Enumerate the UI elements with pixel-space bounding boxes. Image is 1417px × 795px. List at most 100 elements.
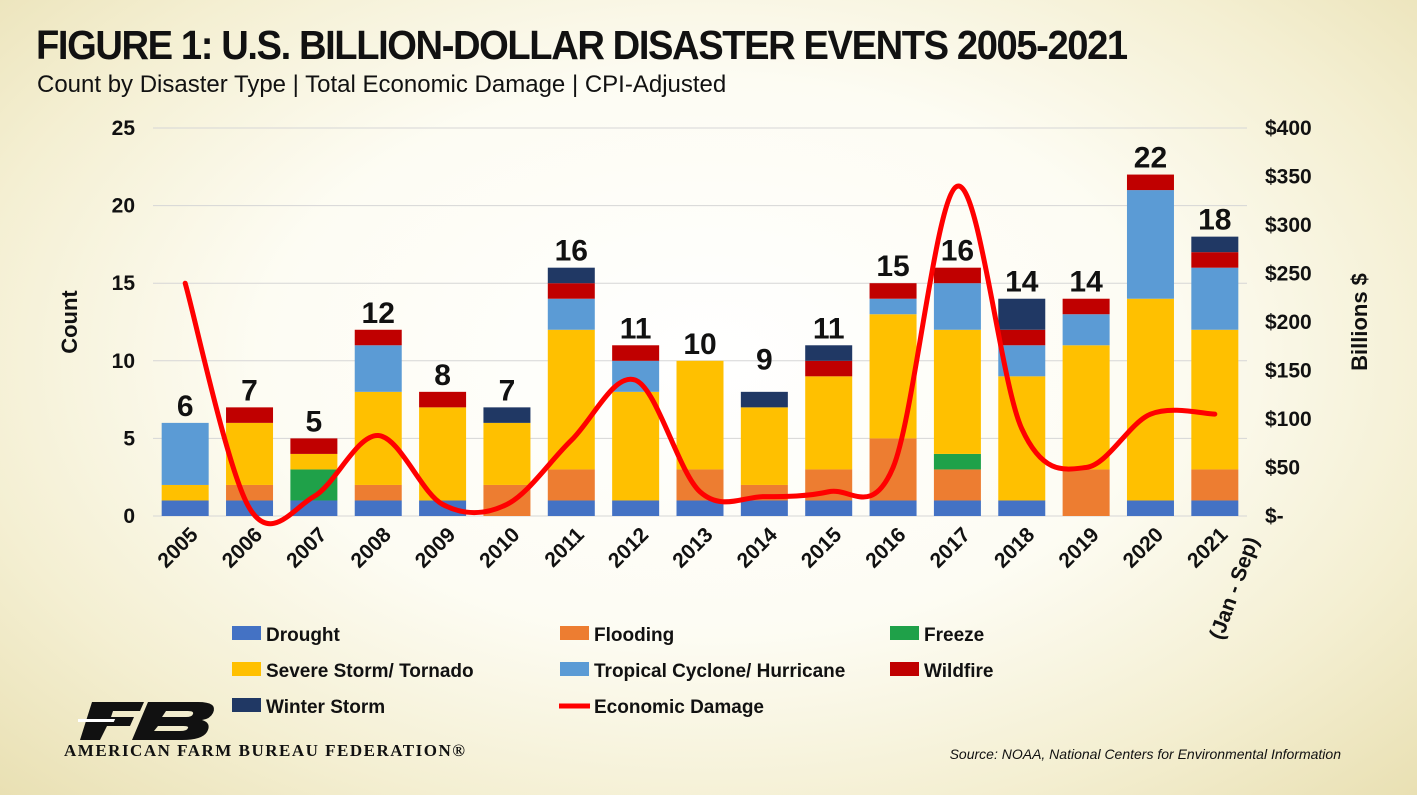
total-label-2007: 5 xyxy=(306,405,323,438)
stacked-bars xyxy=(161,174,1239,516)
bar-2016-drought xyxy=(869,500,917,516)
bar-2016-severe-storm-tornado xyxy=(869,314,917,439)
legend-label-severe-storm-tornado: Severe Storm/ Tornado xyxy=(266,661,474,682)
total-label-2020: 22 xyxy=(1134,142,1167,175)
right-y-axis: $- $50 $100 $150 $200 $250 $300 $350 $400 Billion… xyxy=(1265,117,1372,528)
y2-tick-label-200: $200 xyxy=(1265,311,1312,334)
economic-damage-line xyxy=(182,183,1218,527)
x-tick-label-2017: 2017 xyxy=(926,523,975,572)
total-label-2008: 12 xyxy=(362,297,395,330)
bar-2012-drought xyxy=(612,500,660,516)
total-label-2019: 14 xyxy=(1069,266,1103,299)
bar-2011-winter-storm xyxy=(547,267,595,284)
legend-label-drought: Drought xyxy=(266,625,341,646)
bar-2021-wildfire xyxy=(1191,252,1239,268)
bar-2008-drought xyxy=(354,500,402,516)
bar-2015-wildfire xyxy=(805,360,853,377)
bar-2014-winter-storm xyxy=(740,391,788,408)
source-note: Source: NOAA, National Centers for Envir… xyxy=(949,746,1341,762)
x-tick-label-2016: 2016 xyxy=(861,523,910,572)
legend-swatch-flooding xyxy=(560,626,589,640)
total-label-2010: 7 xyxy=(499,374,516,407)
total-label-2016: 15 xyxy=(876,250,909,283)
bar-2015-drought xyxy=(805,500,853,516)
total-label-2018: 14 xyxy=(1005,266,1039,299)
bar-2018-severe-storm-tornado xyxy=(998,376,1046,501)
y-tick-label-10: 10 xyxy=(112,350,135,373)
legend-item-freeze: Freeze xyxy=(890,625,984,646)
bar-2006-severe-storm-tornado xyxy=(226,422,274,485)
total-label-2014: 9 xyxy=(756,343,773,376)
x-tick-label-2014: 2014 xyxy=(733,523,783,573)
bar-2008-flooding xyxy=(354,484,402,501)
total-label-2006: 7 xyxy=(241,374,258,407)
bar-2017-drought xyxy=(933,500,981,516)
bar-2019-flooding xyxy=(1062,469,1110,516)
x-tick-label-2015: 2015 xyxy=(797,523,847,573)
bar-2019-tropical-cyclone-hurricane xyxy=(1062,314,1110,346)
bar-2010-severe-storm-tornado xyxy=(483,422,531,485)
legend-label-tropical-cyclone-hurricane: Tropical Cyclone/ Hurricane xyxy=(594,661,845,682)
bar-2021-flooding xyxy=(1191,469,1239,501)
x-tick-label-2011: 2011 xyxy=(540,523,589,572)
bar-2012-severe-storm-tornado xyxy=(612,391,660,501)
legend-label-flooding: Flooding xyxy=(594,625,674,646)
bar-2008-tropical-cyclone-hurricane xyxy=(354,345,402,392)
total-label-2009: 8 xyxy=(434,359,451,392)
y2-tick-label-150: $150 xyxy=(1265,360,1312,383)
total-label-2021: 18 xyxy=(1198,204,1231,237)
legend-swatch-winter-storm xyxy=(232,698,261,712)
y2-tick-label-250: $250 xyxy=(1265,263,1312,286)
legend-label-economic-damage: Economic Damage xyxy=(594,697,764,718)
logo-text: AMERICAN FARM BUREAU FEDERATION® xyxy=(64,741,467,760)
bar-2017-wildfire xyxy=(933,267,981,284)
total-label-2012: 11 xyxy=(620,312,652,345)
bar-2008-wildfire xyxy=(354,329,402,346)
bar-2010-winter-storm xyxy=(483,407,531,423)
y2-tick-label-0: $- xyxy=(1265,505,1284,528)
x-tick-label-2009: 2009 xyxy=(411,523,460,572)
x-tick-label-2005: 2005 xyxy=(153,523,203,573)
legend: Drought Flooding Freeze Severe Storm/ Torna… xyxy=(232,625,994,718)
bar-2005-drought xyxy=(161,500,209,516)
bar-2019-severe-storm-tornado xyxy=(1062,345,1110,470)
legend-label-freeze: Freeze xyxy=(924,625,984,646)
bar-2006-wildfire xyxy=(226,407,274,423)
bar-2018-drought xyxy=(998,500,1046,516)
legend-item-severe-storm-tornado: Severe Storm/ Tornado xyxy=(232,661,474,682)
legend-swatch-severe-storm-tornado xyxy=(232,662,261,676)
legend-item-drought: Drought xyxy=(232,625,341,646)
bar-2013-drought xyxy=(676,500,724,516)
x-tick-label-2013: 2013 xyxy=(668,523,717,572)
bar-2020-drought xyxy=(1126,500,1174,516)
x-tick-label-2012: 2012 xyxy=(604,523,653,572)
y2-tick-label-350: $350 xyxy=(1265,166,1312,189)
bar-2007-wildfire xyxy=(290,438,338,454)
bar-total-labels: 6 7 5 12 8 7 16 11 10 9 11 15 16 14 14 22 18 xyxy=(177,142,1232,439)
x-tick-label-2008: 2008 xyxy=(346,523,396,573)
bar-2018-wildfire xyxy=(998,329,1046,346)
bar-2005-severe-storm-tornado xyxy=(161,484,209,501)
y-tick-label-0: 0 xyxy=(123,505,135,528)
legend-swatch-drought xyxy=(232,626,261,640)
bar-2009-wildfire xyxy=(419,391,467,408)
bar-2016-wildfire xyxy=(869,283,917,299)
bar-2009-severe-storm-tornado xyxy=(419,407,467,501)
bar-2011-drought xyxy=(547,500,595,516)
y2-tick-label-50: $50 xyxy=(1265,457,1300,480)
page-title: FIGURE 1: U.S. BILLION-DOLLAR DISASTER E… xyxy=(36,22,1128,68)
x-tick-label-2006: 2006 xyxy=(218,523,267,572)
legend-item-tropical-cyclone-hurricane: Tropical Cyclone/ Hurricane xyxy=(560,661,845,682)
bar-2016-tropical-cyclone-hurricane xyxy=(869,298,917,315)
x-tick-label-2021: 2021 xyxy=(1183,523,1233,573)
bar-2012-tropical-cyclone-hurricane xyxy=(612,360,660,392)
bar-2015-winter-storm xyxy=(805,345,853,361)
bar-2009-drought xyxy=(419,500,467,516)
total-label-2005: 6 xyxy=(177,390,194,423)
bar-2021-tropical-cyclone-hurricane xyxy=(1191,267,1239,330)
y-axis-title: Count xyxy=(57,290,82,354)
x-tick-label-2010: 2010 xyxy=(475,523,524,572)
bar-2008-severe-storm-tornado xyxy=(354,391,402,485)
